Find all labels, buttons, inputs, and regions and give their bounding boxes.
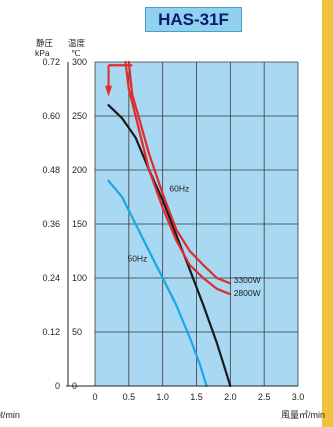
side-accent-stripe — [322, 0, 333, 427]
y-right-tick-label: 0 — [72, 381, 77, 391]
series-annotation: 60Hz — [169, 183, 189, 193]
y-left-tick-label: 0.72 — [42, 57, 60, 67]
temperature-cap-arrowhead — [105, 85, 113, 97]
series-line-50hz — [107, 179, 208, 388]
y-right-header: 温度 — [68, 38, 86, 48]
y-right-tick-label: 300 — [72, 57, 87, 67]
y-right-tick-label: 200 — [72, 165, 87, 175]
x-tick-label: 3.0 — [292, 392, 305, 402]
series-annotation: 50Hz — [127, 254, 147, 264]
y-right-tick-label: 250 — [72, 111, 87, 121]
y-left-unit: kPa — [35, 48, 50, 58]
y-left-tick-label: 0.12 — [42, 327, 60, 337]
x-tick-label: 0 — [92, 392, 97, 402]
x-axis-left-unit: ℓ/min — [0, 410, 20, 420]
y-right-unit: ℃ — [71, 48, 81, 58]
x-tick-label: 1.5 — [190, 392, 203, 402]
x-tick-label: 2.0 — [224, 392, 237, 402]
grid-lines — [94, 61, 299, 387]
series-annotation: 3300W — [234, 275, 261, 285]
y-left-tick-label: 0.24 — [42, 273, 60, 283]
series-annotation: 2800W — [234, 288, 261, 298]
y-left-tick-label: 0.48 — [42, 165, 60, 175]
labels: 0 0.12 0.24 0.36 0.48 0.60 0.72 0 50 100 150 200 250… — [0, 38, 325, 420]
y-left-tick-label: 0 — [55, 381, 60, 391]
y-right-tick-label: 50 — [72, 327, 82, 337]
series-line-2800w — [124, 60, 232, 296]
x-tick-label: 1.0 — [156, 392, 169, 402]
y-left-tick-label: 0.60 — [42, 111, 60, 121]
y-right-tick-label: 150 — [72, 219, 87, 229]
y-left-header: 静圧 — [36, 38, 54, 48]
x-axis-label: 風量㎥/min — [281, 410, 325, 420]
x-tick-label: 0.5 — [123, 392, 136, 402]
chart-title: HAS-31F — [145, 7, 242, 32]
y-left-tick-label: 0.36 — [42, 219, 60, 229]
series-line-60hz — [107, 104, 232, 388]
series-group — [105, 60, 232, 388]
series-line-3300w — [127, 60, 232, 285]
axes — [66, 62, 298, 387]
y-right-tick-label: 100 — [72, 273, 87, 283]
x-tick-label: 2.5 — [258, 392, 271, 402]
